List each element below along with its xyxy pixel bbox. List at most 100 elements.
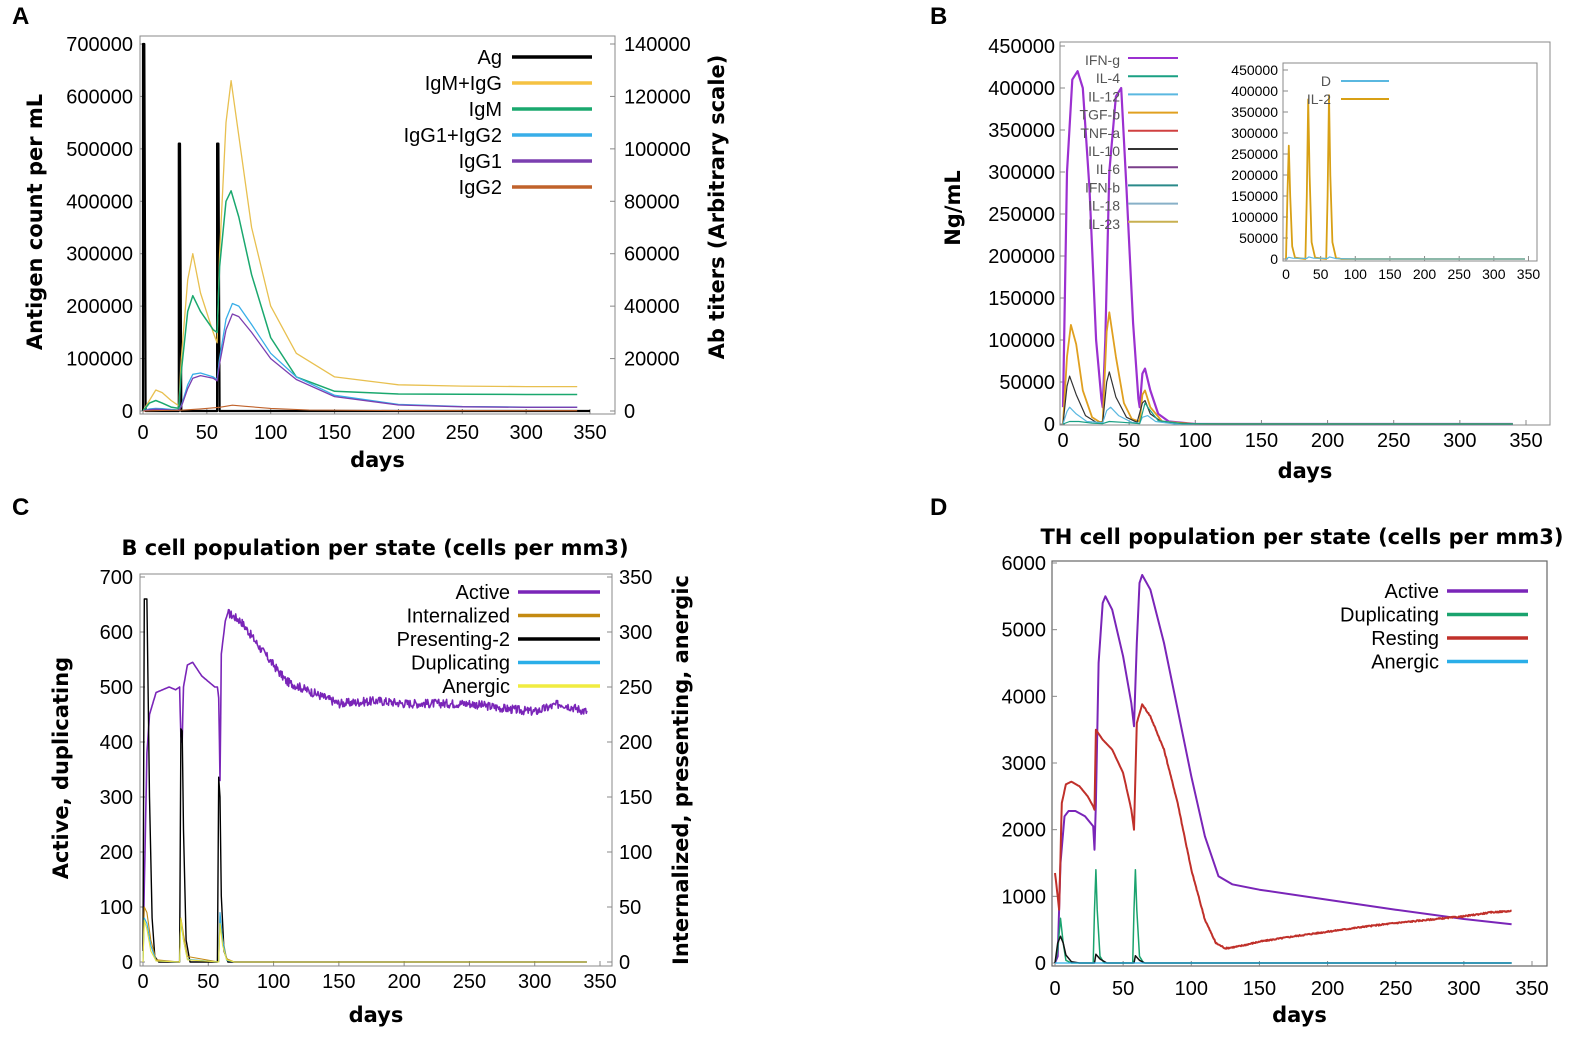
d-legend-label: Duplicating [1340, 605, 1439, 627]
b-x-tick-label: 150 [1245, 430, 1278, 452]
panel-b: 0 50 100 150 200 250 300 350 0 50000 100000 150000 2… [930, 3, 1551, 483]
b-y-tick-label: 100000 [988, 330, 1055, 352]
c-x-tick-label: 300 [518, 971, 551, 993]
c-series-internalized [142, 906, 587, 963]
d-x-tick-label: 200 [1311, 978, 1344, 1000]
d-y-tick-label: 2000 [1002, 820, 1047, 842]
c-legend-label: Active [456, 582, 510, 604]
d-y-tick-label: 6000 [1002, 553, 1047, 575]
b-y-axis-label: Ng/mL [941, 170, 965, 246]
a-x-tick-label: 0 [137, 422, 148, 444]
b-y-tick-label: 250000 [988, 204, 1055, 226]
b-series-il-12 [1062, 406, 1513, 425]
a-x-tick-label: 100 [254, 422, 287, 444]
b-panel-label: B [930, 3, 947, 30]
d-legend-label: Resting [1371, 628, 1439, 650]
a-y2-tick-label: 100000 [624, 139, 691, 161]
panel-b-inset: 0 50 100 150 200 250 300 350 0 50000 100000 150000 2… [1231, 62, 1540, 282]
a-y2-tick-label: 120000 [624, 86, 691, 108]
d-x-tick-label: 350 [1515, 978, 1548, 1000]
a-x-tick-label: 350 [573, 422, 606, 444]
bin-y-tick-label: 250000 [1231, 146, 1278, 162]
a-y2-tick-label: 20000 [624, 349, 680, 371]
bin-series-il-2 [1285, 94, 1525, 260]
a-y2-tick-label: 40000 [624, 296, 680, 318]
a-x-tick-label: 200 [382, 422, 415, 444]
d-y-tick-label: 1000 [1002, 886, 1047, 908]
bin-x-tick-label: 200 [1413, 266, 1437, 282]
c-plot-frame [139, 573, 613, 967]
a-series-igm-igg [142, 80, 578, 412]
c-legend-label: Presenting-2 [397, 629, 510, 651]
d-legend-label: Active [1385, 581, 1439, 603]
c-series-presenting-2 [142, 598, 587, 963]
c-x-tick-label: 200 [387, 971, 420, 993]
d-series-active [1054, 574, 1512, 964]
a-series-igg2 [142, 404, 578, 412]
a-panel-label: A [12, 3, 29, 30]
b-legend-label: IFN-b [1085, 179, 1120, 195]
d-series-presenting [1054, 935, 1512, 964]
bin-y-tick-label: 0 [1270, 251, 1278, 267]
a-y2-tick-label: 80000 [624, 191, 680, 213]
a-y2-tick-label: 0 [624, 401, 635, 423]
d-x-axis-label: days [1272, 1003, 1327, 1027]
bin-legend-label: IL-2 [1307, 91, 1331, 107]
a-x-tick-label: 50 [196, 422, 218, 444]
b-plot-frame [1059, 41, 1551, 426]
d-panel-label: D [930, 494, 947, 521]
a-x-axis-label: days [350, 448, 405, 472]
b-series-ifn-g [1061, 70, 1513, 426]
a-y-tick-label: 600000 [66, 86, 133, 108]
a-y2-tick-label: 140000 [624, 34, 691, 56]
c-x-tick-label: 150 [322, 971, 355, 993]
b-x-tick-label: 250 [1377, 430, 1410, 452]
bin-x-tick-label: 150 [1378, 266, 1402, 282]
d-y-tick-label: 5000 [1002, 620, 1047, 642]
c-y-tick-label: 200 [100, 842, 133, 864]
a-legend-label: IgG1+IgG2 [404, 125, 502, 147]
c-series-duplicating [142, 911, 587, 963]
b-y-tick-label: 300000 [988, 162, 1055, 184]
d-x-tick-label: 0 [1049, 978, 1060, 1000]
c-y2-tick-label: 200 [619, 732, 652, 754]
d-chart-title: TH cell population per state (cells per … [1040, 525, 1563, 549]
d-y-tick-label: 0 [1035, 953, 1046, 975]
bin-x-tick-label: 350 [1517, 266, 1541, 282]
b-x-axis-label: days [1278, 459, 1333, 483]
b-legend-label: IL-6 [1096, 161, 1120, 177]
d-x-tick-label: 250 [1379, 978, 1412, 1000]
c-x-tick-label: 100 [257, 971, 290, 993]
a-series-ag [141, 42, 590, 413]
b-legend-label: IL-10 [1088, 143, 1120, 159]
a-plot-frame [139, 35, 616, 415]
bin-plot-frame [1282, 62, 1538, 262]
b-legend-label: TNF-a [1080, 125, 1120, 141]
d-x-tick-label: 100 [1175, 978, 1208, 1000]
c-x-tick-label: 350 [583, 971, 616, 993]
a-y-tick-label: 100000 [66, 349, 133, 371]
a-y-axis-label: Antigen count per mL [23, 94, 47, 350]
d-legend-label: Anergic [1371, 652, 1439, 674]
a-legend-label: Ag [478, 47, 502, 69]
b-legend-label: IL-4 [1096, 70, 1120, 86]
b-x-tick-label: 0 [1057, 430, 1068, 452]
b-y-tick-label: 150000 [988, 288, 1055, 310]
c-y2-tick-label: 300 [619, 622, 652, 644]
c-y2-tick-label: 50 [619, 897, 641, 919]
bin-y-tick-label: 350000 [1231, 104, 1278, 120]
c-y-tick-label: 300 [100, 787, 133, 809]
a-y-tick-label: 400000 [66, 191, 133, 213]
a-y-tick-label: 300000 [66, 244, 133, 266]
d-plot-frame [1051, 560, 1548, 967]
bin-y-tick-label: 200000 [1231, 167, 1278, 183]
bin-x-tick-label: 0 [1282, 266, 1290, 282]
c-y-tick-label: 100 [100, 897, 133, 919]
c-y2-tick-label: 0 [619, 952, 630, 974]
c-chart-title: B cell population per state (cells per m… [121, 536, 628, 560]
panel-a: 0 50 100 150 200 250 300 3500100000200000300000… [12, 3, 729, 472]
bin-y-tick-label: 100000 [1231, 209, 1278, 225]
c-x-tick-label: 0 [137, 971, 148, 993]
c-series-anergic [142, 917, 587, 963]
